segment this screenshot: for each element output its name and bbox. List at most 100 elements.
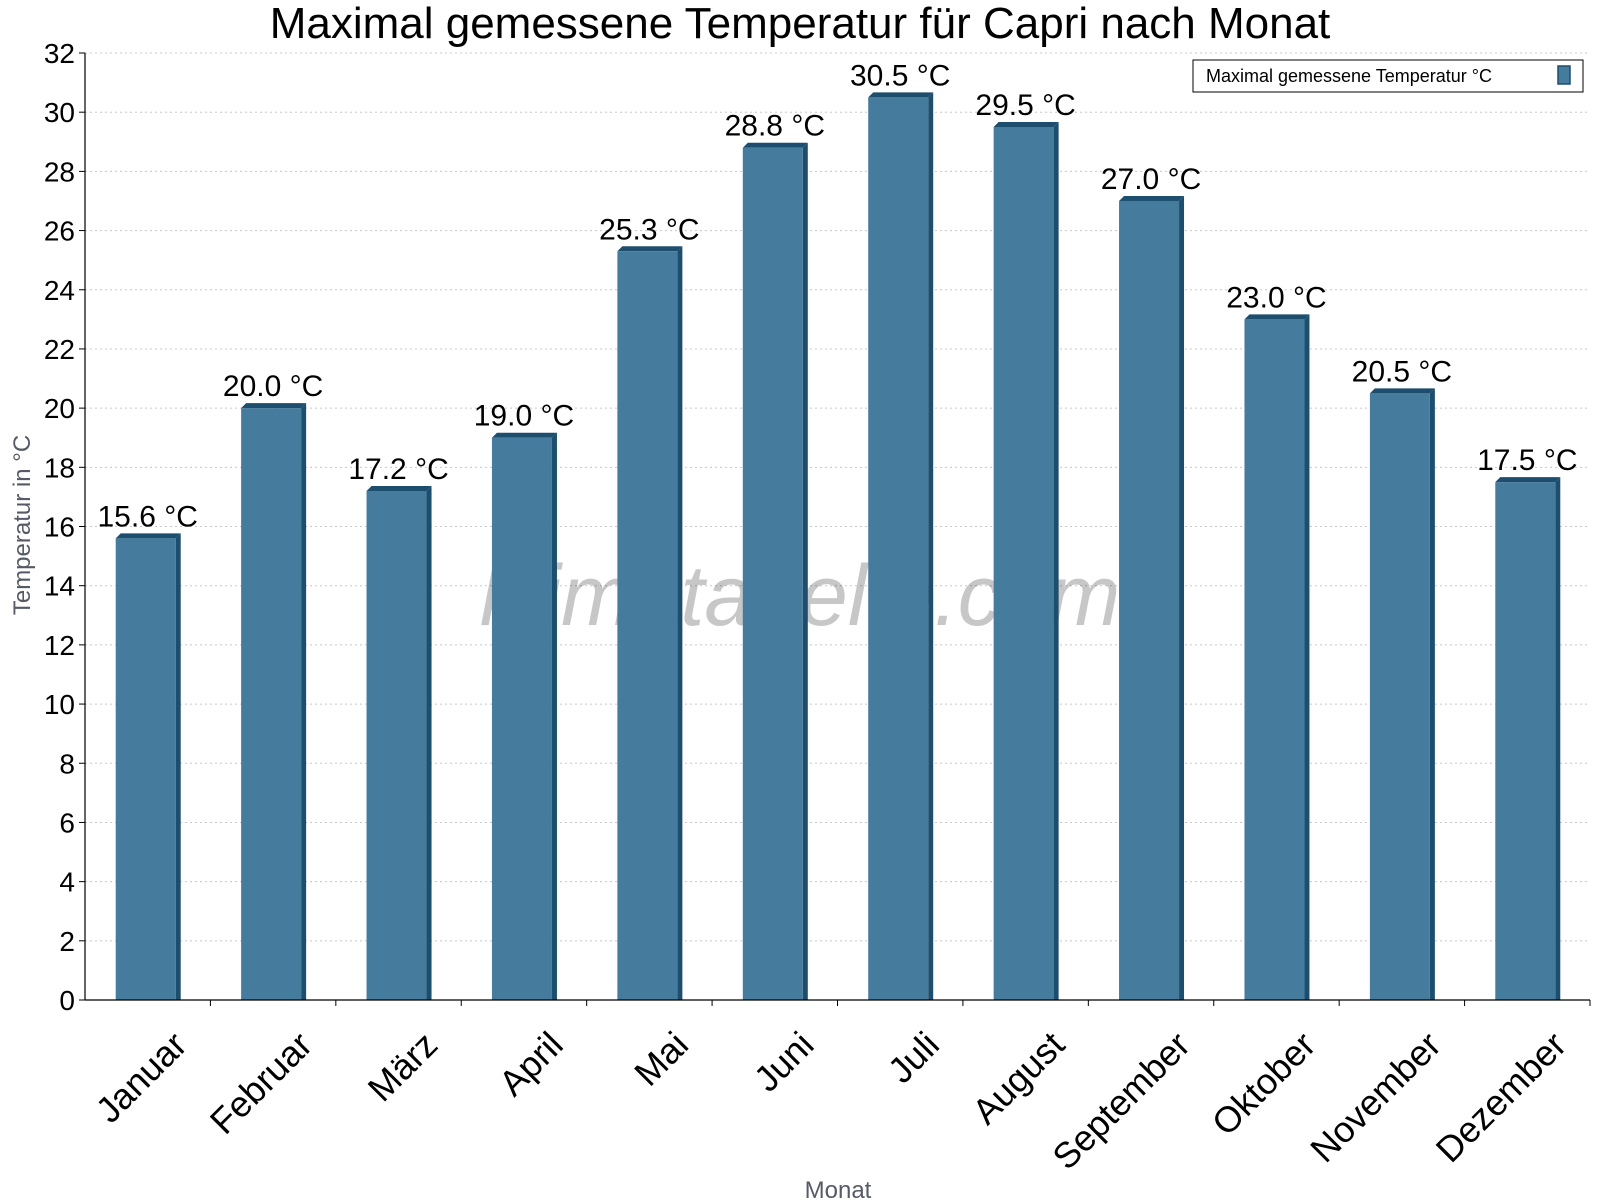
bar-group: 19.0 °C [474, 400, 574, 1000]
bar-group: 15.6 °C [98, 500, 198, 1000]
bar-side [175, 533, 181, 1000]
bar-side [426, 485, 432, 1000]
bar-top [1244, 314, 1310, 320]
bar [742, 147, 803, 1000]
x-tick-label: Februar [202, 1024, 320, 1142]
bar-value-label: 17.2 °C [348, 453, 448, 486]
bar-value-label: 17.5 °C [1477, 444, 1577, 477]
bar-side [677, 246, 683, 1000]
bar-group: 20.0 °C [223, 370, 323, 1000]
bar-value-label: 19.0 °C [474, 400, 574, 433]
bar [1495, 482, 1556, 1000]
chart-title: Maximal gemessene Temperatur für Capri n… [270, 0, 1331, 48]
x-tick-label: April [491, 1024, 571, 1104]
y-tick-label: 28 [44, 156, 75, 187]
bar-group: 30.5 °C [850, 59, 950, 1000]
y-tick-label: 26 [44, 216, 75, 247]
bar-top [742, 142, 808, 148]
bar-group: 25.3 °C [599, 213, 700, 1000]
bar-value-label: 30.5 °C [850, 59, 950, 92]
legend: Maximal gemessene Temperatur °C [1192, 59, 1584, 93]
bar-top [1369, 388, 1435, 394]
bar [1119, 200, 1180, 1000]
bar-top [115, 533, 181, 539]
bar-top [366, 485, 432, 491]
bar-side [301, 403, 307, 1000]
y-tick-label: 2 [59, 926, 75, 957]
y-tick-label: 6 [59, 807, 75, 838]
x-tick-label: Dezember [1428, 1024, 1574, 1170]
bar-top [491, 432, 557, 438]
bar-value-label: 27.0 °C [1101, 163, 1201, 196]
y-tick-label: 16 [44, 512, 75, 543]
bar-side [1304, 314, 1310, 1000]
x-tick-label: Juni [746, 1024, 822, 1100]
bar-value-label: 20.5 °C [1352, 355, 1452, 388]
bar-value-label: 28.8 °C [725, 110, 825, 143]
y-tick-label: 30 [44, 97, 75, 128]
bar-side [802, 142, 808, 1000]
bar [617, 251, 678, 1000]
y-tick-label: 4 [59, 867, 75, 898]
x-tick-label: September [1044, 1024, 1198, 1178]
bar-top [993, 121, 1059, 127]
grid-lines [85, 52, 1590, 942]
bar-side [1429, 388, 1435, 1000]
bar-top [1119, 195, 1185, 201]
bar [115, 538, 176, 1000]
legend-box [1192, 59, 1584, 93]
y-tick-label: 0 [59, 985, 75, 1016]
bar-group: 20.5 °C [1352, 355, 1452, 1000]
x-tick-label: Januar [88, 1024, 195, 1131]
y-tick-label: 32 [44, 38, 75, 69]
y-tick-label: 24 [44, 275, 75, 306]
y-tick-label: 20 [44, 393, 75, 424]
bar-top [868, 92, 934, 98]
bar-group: 17.5 °C [1477, 444, 1577, 1000]
x-tick-label: Juli [880, 1024, 947, 1091]
bar [868, 97, 929, 1000]
bar [366, 490, 427, 1000]
x-tick-label: März [360, 1024, 446, 1110]
x-axis-label: Monat [805, 1177, 872, 1200]
y-axis-label: Temperatur in °C [9, 435, 36, 615]
bar-group: 23.0 °C [1226, 281, 1327, 1000]
y-tick-label: 12 [44, 630, 75, 661]
bar-group: 29.5 °C [975, 89, 1076, 1000]
bar-side [1555, 477, 1561, 1000]
bar-value-label: 29.5 °C [975, 89, 1075, 122]
x-tick-label: Oktober [1204, 1024, 1324, 1144]
legend-label: Maximal gemessene Temperatur °C [1206, 66, 1492, 86]
bar [1369, 393, 1430, 1000]
y-tick-label: 14 [44, 571, 75, 602]
x-tick-label: November [1302, 1024, 1448, 1170]
x-tick-label: Mai [626, 1024, 696, 1094]
bar-side [928, 92, 934, 1000]
x-tick-label: August [964, 1024, 1072, 1132]
bar-side [1179, 195, 1185, 1000]
legend-swatch [1557, 65, 1571, 85]
bar-value-label: 25.3 °C [599, 213, 699, 246]
y-tick-label: 22 [44, 334, 75, 365]
y-tick-label: 18 [44, 452, 75, 483]
bar-top [617, 246, 683, 252]
bars: 15.6 °C 20.0 °C 17.2 °C 19.0 °C 25.3 °C 28.8 … [98, 59, 1577, 1000]
y-tick-label: 10 [44, 689, 75, 720]
bar-group: 28.8 °C [725, 110, 825, 1000]
x-ticks: Januar Februar März April Mai Juni Juli AugustS… [88, 1000, 1591, 1178]
bar-top [1495, 477, 1561, 483]
bar [491, 437, 552, 1000]
bar-value-label: 15.6 °C [98, 500, 198, 533]
bar [241, 408, 302, 1000]
bar-value-label: 23.0 °C [1226, 281, 1326, 314]
bar-group: 27.0 °C [1101, 163, 1201, 1000]
bar-group: 17.2 °C [348, 453, 449, 1000]
bar [993, 126, 1054, 1000]
bar [1244, 319, 1305, 1000]
bar-side [551, 432, 557, 1000]
bar-top [241, 403, 307, 409]
bar-value-label: 20.0 °C [223, 370, 323, 403]
bar-side [1053, 121, 1059, 1000]
